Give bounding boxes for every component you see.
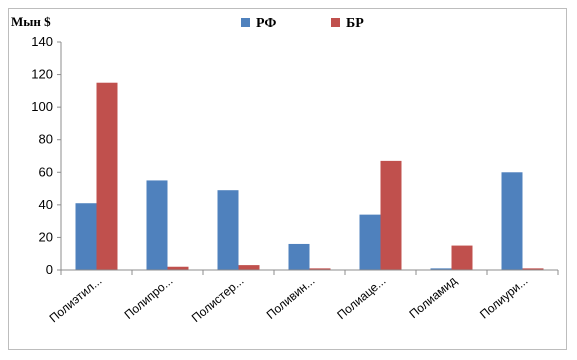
y-tick-label: 20 (39, 229, 53, 244)
bar-br (167, 266, 189, 270)
bar-rf (288, 243, 310, 270)
bar-br (96, 82, 118, 270)
x-tick-label: Полиури... (477, 274, 530, 322)
x-tick-label: Полистер... (189, 274, 247, 326)
x-tick-label: Поливин... (264, 274, 318, 322)
bar-br (451, 245, 473, 270)
x-tick-label: Полиэтил... (47, 274, 105, 326)
bar-br (380, 160, 402, 270)
y-axis-label: Мын $ (11, 14, 51, 29)
x-tick-label: Полипро... (122, 274, 176, 322)
y-tick-label: 140 (31, 34, 53, 49)
legend-label: РФ (256, 16, 276, 31)
bar-rf (75, 203, 97, 270)
bar-rf (501, 172, 523, 270)
x-tick-label: Полиаце... (334, 274, 388, 323)
y-tick-label: 80 (39, 132, 53, 147)
bar-rf (217, 190, 239, 270)
legend-swatch (241, 18, 250, 27)
bar-rf (430, 268, 452, 270)
chart-frame: Мын $ РФ БР 0 20 40 60 80 100 120 140 Полиэтил..… (8, 8, 567, 350)
bar-br (238, 265, 260, 270)
legend: РФ БР (241, 16, 364, 31)
x-axis: Полиэтил... Полипро... Полистер... Поливин.… (47, 269, 559, 326)
bar-br (522, 268, 544, 270)
y-tick-label: 100 (31, 99, 53, 114)
y-axis: 0 20 40 60 80 100 120 140 (31, 34, 62, 277)
y-tick-label: 120 (31, 67, 53, 82)
bar-chart: Мын $ РФ БР 0 20 40 60 80 100 120 140 Полиэтил..… (11, 14, 559, 326)
legend-swatch (331, 18, 340, 27)
bar-rf (359, 214, 381, 270)
bars (75, 82, 544, 270)
y-tick-label: 60 (39, 164, 53, 179)
legend-label: БР (346, 16, 364, 31)
x-tick-label: Полиамид (406, 274, 459, 322)
bar-br (309, 268, 331, 270)
bar-rf (146, 180, 168, 270)
y-tick-label: 40 (39, 197, 53, 212)
y-tick-label: 0 (46, 262, 53, 277)
